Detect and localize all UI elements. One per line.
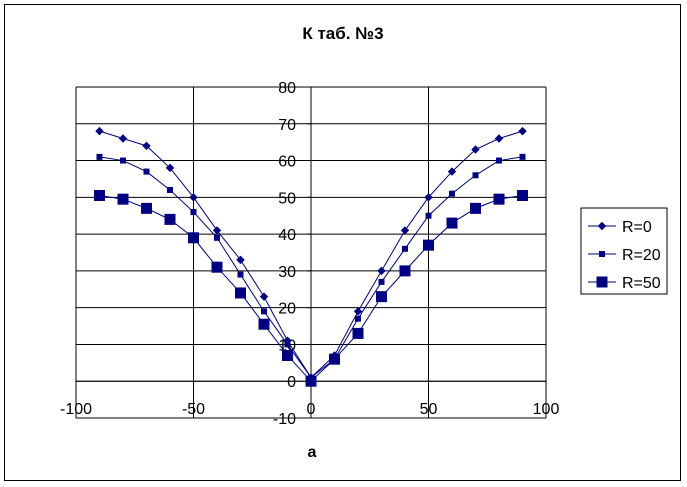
data-point xyxy=(142,141,151,151)
y-tick-label: 0 xyxy=(287,374,296,391)
data-point xyxy=(377,266,386,276)
data-point xyxy=(118,134,128,143)
data-point xyxy=(164,213,176,225)
data-point xyxy=(282,349,293,361)
data-point xyxy=(258,318,270,330)
data-point xyxy=(352,327,364,339)
data-point xyxy=(423,239,434,251)
y-tick-label: 40 xyxy=(278,227,296,244)
data-point xyxy=(143,168,150,175)
legend-marker xyxy=(597,221,607,231)
data-point xyxy=(518,126,527,136)
data-point xyxy=(214,234,220,241)
x-tick-label: -100 xyxy=(60,401,92,418)
data-point xyxy=(235,287,246,299)
y-tick-label: 70 xyxy=(278,117,296,134)
y-tick-label: 50 xyxy=(278,190,296,207)
legend-label: R=20 xyxy=(622,247,661,264)
legend-label: R=50 xyxy=(622,275,661,292)
data-point xyxy=(472,172,479,179)
data-point xyxy=(305,375,317,387)
y-tick-label: 60 xyxy=(278,154,296,171)
data-point xyxy=(95,126,104,136)
data-point xyxy=(353,307,363,316)
data-point xyxy=(259,292,269,301)
data-point xyxy=(519,153,526,160)
data-point xyxy=(211,261,223,273)
x-tick-label: 0 xyxy=(307,401,316,418)
x-tick-label: -50 xyxy=(182,401,205,418)
data-point xyxy=(117,193,129,205)
data-point xyxy=(355,315,361,322)
series-R=50 xyxy=(94,189,528,387)
y-tick-label: 30 xyxy=(278,264,296,281)
data-point xyxy=(446,217,458,229)
legend-label: R=0 xyxy=(622,219,652,236)
data-point xyxy=(167,186,173,193)
data-point xyxy=(212,226,222,235)
data-point xyxy=(493,193,505,205)
legend-entry: R=0 xyxy=(588,219,652,236)
data-point xyxy=(141,202,152,214)
data-point xyxy=(424,193,433,202)
data-point xyxy=(447,167,457,176)
y-tick-label: -10 xyxy=(273,411,296,428)
data-point xyxy=(261,308,267,315)
axes xyxy=(75,86,547,419)
data-point xyxy=(494,134,504,143)
legend-entry: R=20 xyxy=(588,247,661,264)
data-point xyxy=(236,255,245,265)
data-point xyxy=(471,145,480,154)
data-point xyxy=(96,153,103,160)
series-group xyxy=(94,126,528,387)
chart-frame xyxy=(4,4,681,481)
data-point xyxy=(496,157,502,164)
x-tick-label: 50 xyxy=(420,401,438,418)
legend: R=0 R=20 R=50 xyxy=(580,207,668,295)
data-point xyxy=(425,212,432,219)
x-tick-label: 100 xyxy=(533,401,560,418)
data-point xyxy=(378,278,385,285)
data-point xyxy=(190,209,197,216)
data-point xyxy=(188,232,199,244)
data-point xyxy=(517,189,528,201)
data-point xyxy=(400,226,410,235)
legend-marker xyxy=(599,251,605,257)
data-point xyxy=(449,190,455,197)
data-point xyxy=(94,189,105,201)
data-point xyxy=(189,193,198,202)
y-tick-label: 80 xyxy=(278,80,296,97)
data-point xyxy=(329,353,340,365)
data-point xyxy=(402,245,408,252)
data-point xyxy=(284,341,291,348)
data-point xyxy=(237,271,244,278)
legend-entry: R=50 xyxy=(588,275,661,292)
legend-marker xyxy=(596,276,608,288)
data-point xyxy=(399,265,411,277)
chart-title: К таб. №3 xyxy=(302,24,383,43)
data-point xyxy=(120,157,126,164)
data-point xyxy=(165,163,175,173)
y-tick-label: 20 xyxy=(278,301,296,318)
x-axis-label: a xyxy=(308,444,317,461)
legend-box xyxy=(580,207,668,295)
data-point xyxy=(470,202,481,214)
data-point xyxy=(376,291,387,303)
